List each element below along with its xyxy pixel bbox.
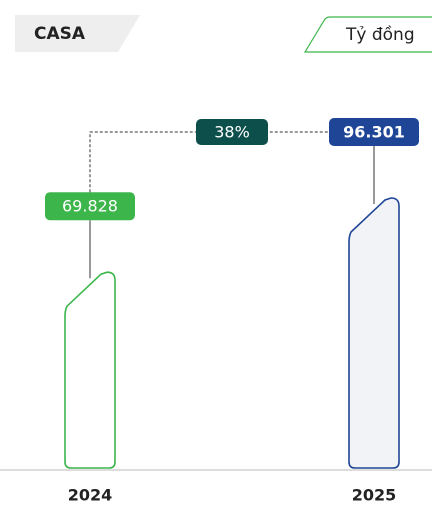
value-pill (45, 192, 135, 221)
x-tick-label: 2025 (352, 486, 397, 505)
value-pill (329, 118, 419, 146)
growth-label: 38% (214, 123, 250, 142)
growth-connector (89, 131, 329, 193)
unit-label: Tỷ đồng (345, 24, 415, 45)
bar (348, 197, 400, 469)
growth-pill (196, 119, 268, 145)
chart-title: CASA (34, 24, 86, 44)
unit-tag (303, 16, 432, 53)
value-label: 69.828 (62, 197, 118, 216)
x-tick-label: 2024 (68, 486, 113, 505)
value-label: 96.301 (343, 123, 405, 142)
bar (64, 271, 116, 469)
title-tag (15, 15, 140, 52)
